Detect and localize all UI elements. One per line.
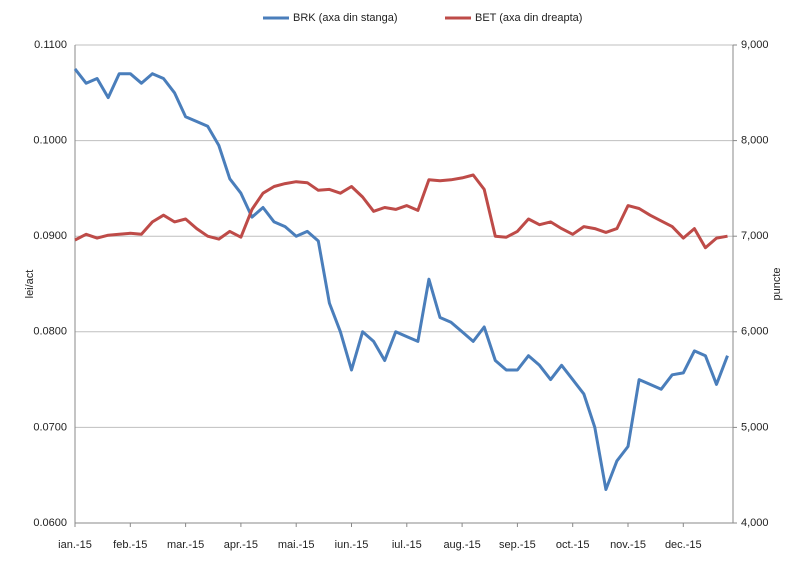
y2-tick-label: 9,000 [741,39,769,51]
y2-axis-label: puncte [771,267,783,300]
x-tick-label: feb.-15 [113,539,147,551]
x-tick-label: ian.-15 [58,539,92,551]
x-tick-label: iun.-15 [335,539,369,551]
legend-label: BET (axa din dreapta) [475,12,582,24]
x-tick-label: aug.-15 [443,539,480,551]
x-tick-label: sep.-15 [499,539,536,551]
x-tick-label: iul.-15 [392,539,422,551]
y-tick-label: 0.0700 [33,421,67,433]
x-tick-label: apr.-15 [224,539,258,551]
series-line [73,67,729,491]
x-tick-label: nov.-15 [610,539,646,551]
y2-tick-label: 4,000 [741,517,769,529]
x-tick-label: mai.-15 [278,539,315,551]
y-tick-label: 0.0900 [33,230,67,242]
legend-label: BRK (axa din stanga) [293,12,398,24]
x-tick-label: mar.-15 [167,539,204,551]
x-tick-label: dec.-15 [665,539,702,551]
y2-tick-label: 7,000 [741,230,769,242]
y2-tick-label: 5,000 [741,421,769,433]
y2-tick-label: 6,000 [741,326,769,338]
y-tick-label: 0.0800 [33,326,67,338]
x-tick-label: oct.-15 [556,539,590,551]
y-tick-label: 0.1000 [33,135,67,147]
series-line [74,173,728,250]
y-tick-label: 0.1100 [34,39,67,51]
y-axis-label: lei/act [24,270,36,299]
y2-tick-label: 8,000 [741,135,769,147]
y-tick-label: 0.0600 [33,517,67,529]
